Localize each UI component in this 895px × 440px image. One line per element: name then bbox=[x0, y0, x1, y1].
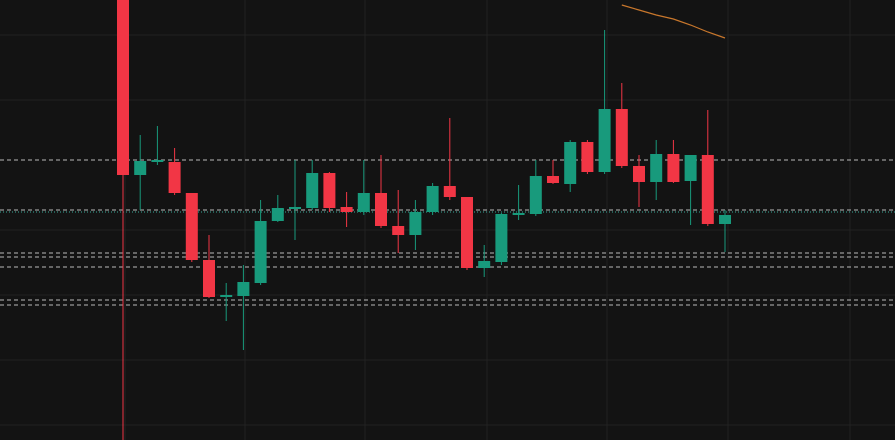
candle-body bbox=[340, 207, 353, 212]
candle-body bbox=[667, 154, 680, 182]
candle-body bbox=[134, 161, 147, 175]
candle-body bbox=[220, 295, 233, 297]
candle-body bbox=[185, 193, 198, 260]
candle-body bbox=[357, 193, 370, 212]
candle-body bbox=[461, 197, 473, 268]
candle-body bbox=[478, 261, 491, 268]
candle-body bbox=[203, 260, 215, 297]
candle-body bbox=[495, 214, 508, 262]
candle-body bbox=[289, 207, 301, 209]
candle-body bbox=[323, 173, 336, 208]
candle-body bbox=[375, 193, 387, 226]
candle-body bbox=[564, 142, 577, 184]
candle-body bbox=[426, 186, 439, 212]
candle-body bbox=[581, 142, 594, 172]
candle-body bbox=[392, 226, 405, 235]
candle-body bbox=[615, 109, 628, 166]
candle-body bbox=[117, 0, 129, 175]
candle-body bbox=[529, 176, 542, 214]
candle-body bbox=[547, 176, 559, 183]
candle-body bbox=[271, 208, 284, 221]
candle-body bbox=[237, 282, 250, 296]
candle-body bbox=[443, 186, 456, 197]
candle-body bbox=[598, 109, 611, 172]
candle-body bbox=[151, 160, 164, 162]
candle-body bbox=[684, 155, 697, 181]
candle-body bbox=[512, 213, 525, 215]
candle-body bbox=[701, 155, 714, 224]
ma-line bbox=[621, 4, 726, 39]
candle-body bbox=[306, 173, 319, 208]
candle-body bbox=[719, 215, 731, 224]
candle-body bbox=[409, 212, 422, 235]
candle-body bbox=[168, 162, 181, 193]
candle-body bbox=[254, 221, 267, 283]
candle-body bbox=[650, 154, 663, 182]
candle-body bbox=[633, 166, 645, 182]
